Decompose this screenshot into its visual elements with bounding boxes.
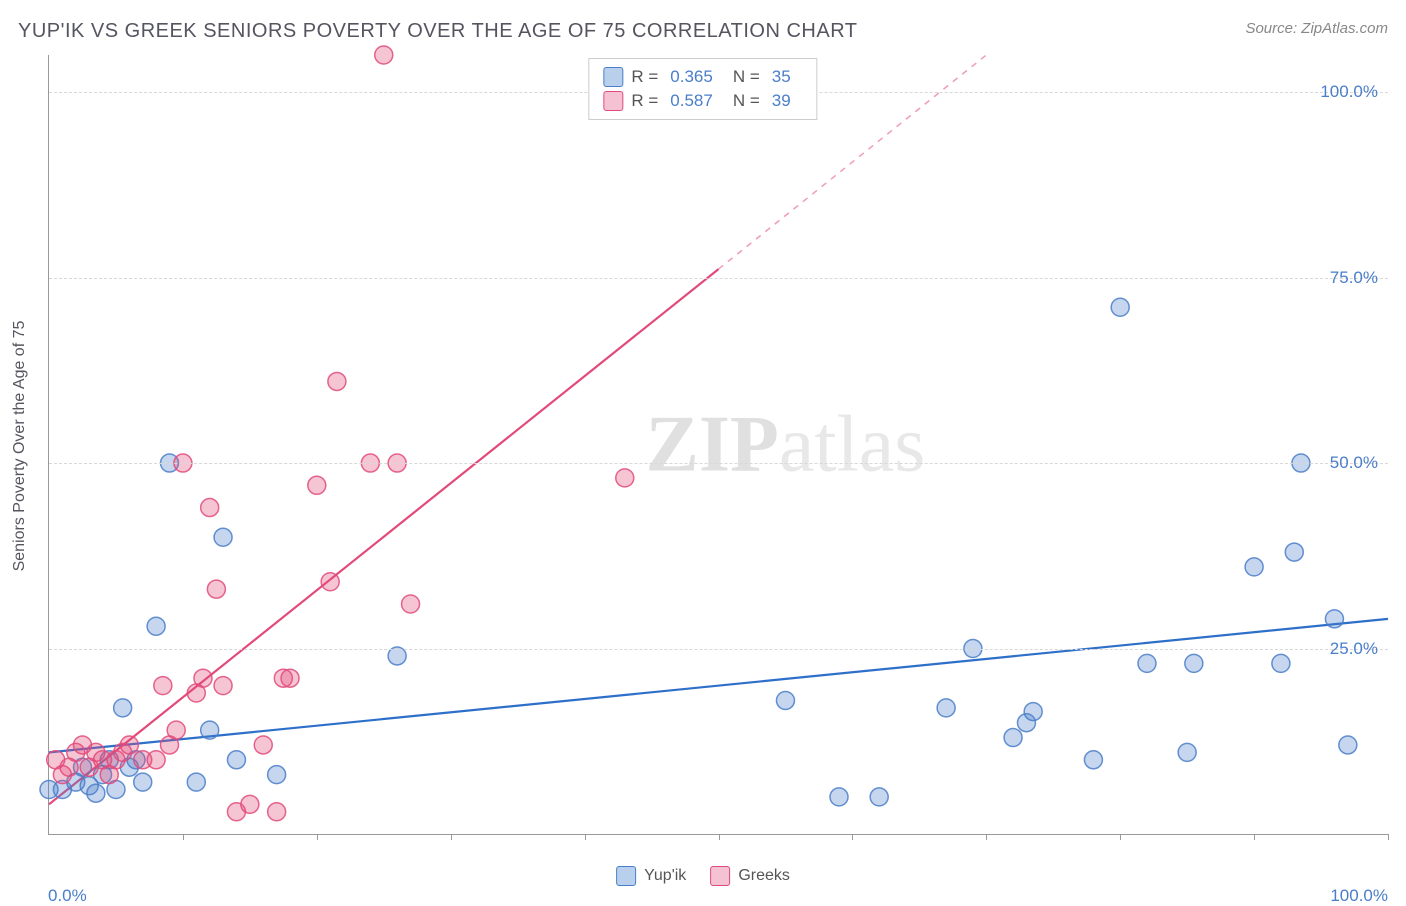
n-value-greeks: 39 bbox=[772, 91, 791, 111]
y-axis-title: Seniors Poverty Over the Age of 75 bbox=[11, 321, 29, 572]
x-tick bbox=[986, 834, 987, 840]
r-value-greeks: 0.587 bbox=[670, 91, 713, 111]
chart-title: YUP'IK VS GREEK SENIORS POVERTY OVER THE… bbox=[18, 20, 858, 43]
source-attribution: Source: ZipAtlas.com bbox=[1245, 20, 1388, 37]
r-label: R = bbox=[631, 91, 658, 111]
legend-item-greeks: Greeks bbox=[710, 866, 790, 886]
n-value-yupik: 35 bbox=[772, 67, 791, 87]
x-tick bbox=[719, 834, 720, 840]
x-tick bbox=[1388, 834, 1389, 840]
y-tick-label: 50.0% bbox=[1330, 453, 1378, 473]
n-label: N = bbox=[733, 91, 760, 111]
y-tick-label: 100.0% bbox=[1320, 82, 1378, 102]
n-label: N = bbox=[733, 67, 760, 87]
r-label: R = bbox=[631, 67, 658, 87]
plot-svg bbox=[49, 55, 1388, 834]
series-label-yupik: Yup'ik bbox=[644, 867, 686, 885]
x-tick bbox=[585, 834, 586, 840]
x-max-label: 100.0% bbox=[1330, 886, 1388, 906]
legend-item-yupik: Yup'ik bbox=[616, 866, 686, 886]
plot-area: ZIPatlas 25.0%50.0%75.0%100.0% bbox=[48, 55, 1388, 835]
y-tick-label: 75.0% bbox=[1330, 268, 1378, 288]
x-tick bbox=[1254, 834, 1255, 840]
legend-row-yupik: R = 0.365 N = 35 bbox=[603, 65, 802, 89]
legend-row-greeks: R = 0.587 N = 39 bbox=[603, 89, 802, 113]
x-tick bbox=[317, 834, 318, 840]
legend-swatch-yupik-2 bbox=[616, 866, 636, 886]
legend-swatch-greeks-2 bbox=[710, 866, 730, 886]
legend-swatch-greeks bbox=[603, 91, 623, 111]
correlation-chart: YUP'IK VS GREEK SENIORS POVERTY OVER THE… bbox=[0, 0, 1406, 892]
x-tick bbox=[451, 834, 452, 840]
x-tick bbox=[852, 834, 853, 840]
legend-swatch-yupik bbox=[603, 67, 623, 87]
r-value-yupik: 0.365 bbox=[670, 67, 713, 87]
y-tick-label: 25.0% bbox=[1330, 639, 1378, 659]
legend-series: Yup'ik Greeks bbox=[616, 866, 790, 886]
x-tick bbox=[183, 834, 184, 840]
series-label-greeks: Greeks bbox=[738, 867, 790, 885]
gridline bbox=[49, 463, 1388, 464]
x-tick bbox=[1120, 834, 1121, 840]
legend-stats: R = 0.365 N = 35 R = 0.587 N = 39 bbox=[588, 58, 817, 120]
gridline bbox=[49, 649, 1388, 650]
x-min-label: 0.0% bbox=[48, 886, 87, 906]
gridline bbox=[49, 278, 1388, 279]
